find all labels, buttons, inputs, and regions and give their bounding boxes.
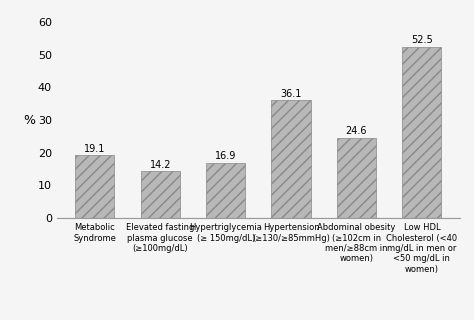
Bar xyxy=(75,156,114,218)
Text: 19.1: 19.1 xyxy=(84,144,106,154)
Bar xyxy=(272,100,310,218)
Text: 24.6: 24.6 xyxy=(346,126,367,136)
Bar xyxy=(337,138,376,218)
Bar xyxy=(402,47,441,218)
Text: 16.9: 16.9 xyxy=(215,151,237,161)
Bar xyxy=(141,172,180,218)
Text: 52.5: 52.5 xyxy=(411,36,433,45)
Bar xyxy=(206,163,245,218)
Y-axis label: %: % xyxy=(24,114,36,126)
Text: 14.2: 14.2 xyxy=(149,160,171,170)
Text: 36.1: 36.1 xyxy=(280,89,302,99)
